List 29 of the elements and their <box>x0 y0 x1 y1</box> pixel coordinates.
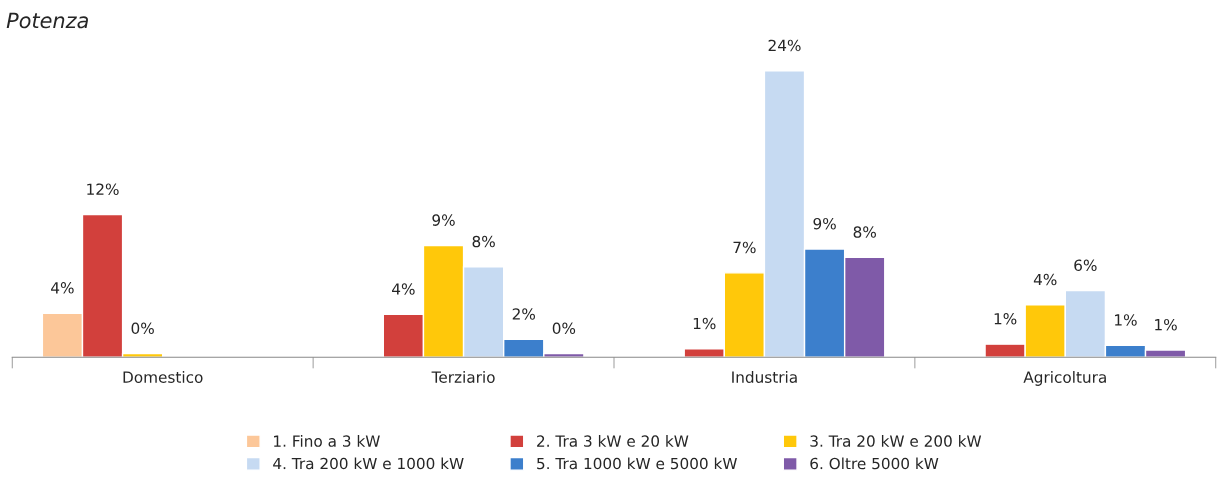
legend-label: 2. Tra 3 kW e 20 kW <box>537 435 689 447</box>
x-tick-label: Terziario <box>431 371 495 383</box>
data-label: 4% <box>392 283 415 295</box>
x-tick-label: Industria <box>732 371 797 383</box>
data-label: 1% <box>693 317 716 330</box>
x-tick-label: Agricoltura <box>1023 371 1106 386</box>
data-label: 8% <box>472 235 495 248</box>
data-label: 12% <box>87 183 119 195</box>
data-label: 2% <box>512 308 536 320</box>
data-label: 9% <box>432 214 455 226</box>
chart-title: Potenza <box>6 12 88 29</box>
legend-label: 1. Fino a 3 kW <box>274 435 380 447</box>
data-label: 9% <box>813 217 836 230</box>
data-label: 4% <box>51 282 74 294</box>
legend-label: 3. Tra 20 kW e 200 kW <box>810 435 982 447</box>
data-label: 1% <box>994 312 1017 325</box>
data-label: 24% <box>768 39 801 52</box>
data-label: 0% <box>552 322 576 335</box>
data-label: 8% <box>853 226 876 238</box>
legend-label: 5. Tra 1000 kW e 5000 kW <box>537 457 737 470</box>
data-label: 6% <box>1074 259 1097 272</box>
legend-label: 4. Tra 200 kW e 1000 kW <box>273 457 464 470</box>
data-label: 1% <box>1115 314 1137 326</box>
legend-label: 6. Oltre 5000 kW <box>810 457 939 470</box>
data-label: 7% <box>733 241 756 254</box>
data-label: 0% <box>131 322 154 335</box>
data-label: 1% <box>1155 318 1177 331</box>
data-label: 4% <box>1033 273 1057 286</box>
x-tick-label: Domestico <box>123 371 203 383</box>
